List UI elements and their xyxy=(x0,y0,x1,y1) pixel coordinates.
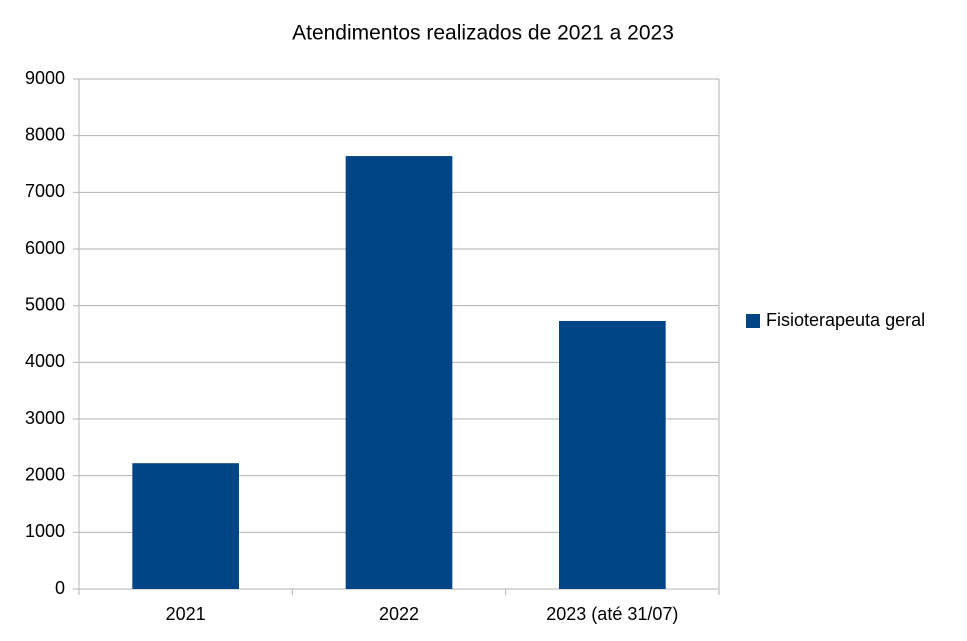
bar xyxy=(559,320,666,589)
chart-title: Atendimentos realizados de 2021 a 2023 xyxy=(292,22,674,45)
bar xyxy=(132,463,239,589)
legend-label: Fisioterapeuta geral xyxy=(766,310,925,330)
y-tick-label: 8000 xyxy=(25,124,65,144)
y-tick-label: 5000 xyxy=(25,294,65,314)
x-tick-label: 2023 (até 31/07) xyxy=(546,604,678,624)
y-tick-label: 2000 xyxy=(25,464,65,484)
y-tick-label: 7000 xyxy=(25,181,65,201)
y-tick-label: 9000 xyxy=(25,68,65,88)
y-tick-label: 6000 xyxy=(25,238,65,258)
bar xyxy=(345,156,453,590)
y-tick-label: 4000 xyxy=(25,351,65,371)
legend-swatch xyxy=(746,314,760,328)
y-tick-label: 1000 xyxy=(25,521,65,541)
y-tick-label: 0 xyxy=(55,578,65,598)
x-tick-label: 2021 xyxy=(166,604,206,624)
y-tick-label: 3000 xyxy=(25,408,65,428)
x-tick-label: 2022 xyxy=(379,604,419,624)
